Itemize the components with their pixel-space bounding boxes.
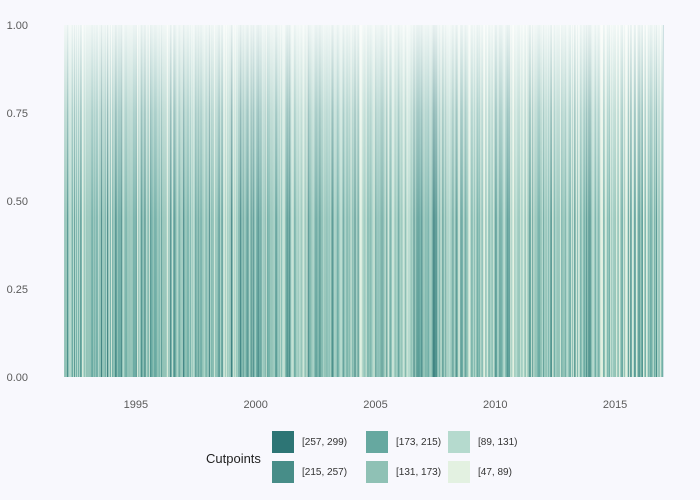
x-axis: 1995 2000 2005 2010 2015 — [124, 399, 628, 411]
legend-title: Cutpoints — [206, 451, 261, 466]
fade-overlay — [64, 25, 663, 377]
legend-swatch — [448, 461, 470, 483]
legend-label: [173, 215) — [396, 436, 442, 448]
legend-item: [215, 257) — [272, 461, 347, 483]
legend-swatch — [366, 461, 388, 483]
legend-swatch — [272, 431, 294, 453]
legend-label: [257, 299) — [302, 436, 348, 448]
legend: Cutpoints [257, 299) [215, 257) [173, 215)… — [206, 431, 546, 487]
x-tick-label: 2005 — [363, 399, 387, 411]
legend-item: [89, 131) — [448, 431, 517, 453]
legend-item: [173, 215) — [366, 431, 441, 453]
legend-label: [47, 89) — [478, 466, 512, 478]
legend-swatch — [448, 431, 470, 453]
plot-area — [64, 25, 664, 377]
legend-label: [131, 173) — [396, 466, 442, 478]
y-tick-label: 1.00 — [7, 20, 28, 32]
y-axis: 0.00 0.25 0.50 0.75 1.00 — [7, 20, 28, 384]
x-tick-label: 2000 — [243, 399, 267, 411]
legend-swatch — [366, 431, 388, 453]
legend-item: [257, 299) — [272, 431, 347, 453]
y-tick-label: 0.00 — [7, 372, 28, 384]
y-tick-label: 0.50 — [7, 196, 28, 208]
legend-label: [215, 257) — [302, 466, 348, 478]
legend-item: [47, 89) — [448, 461, 512, 483]
legend-label: [89, 131) — [478, 436, 518, 448]
x-tick-label: 1995 — [124, 399, 148, 411]
legend-swatch — [272, 461, 294, 483]
x-tick-label: 2010 — [483, 399, 507, 411]
y-tick-label: 0.25 — [7, 284, 28, 296]
legend-item: [131, 173) — [366, 461, 441, 483]
y-tick-label: 0.75 — [7, 108, 28, 120]
x-tick-label: 2015 — [603, 399, 627, 411]
